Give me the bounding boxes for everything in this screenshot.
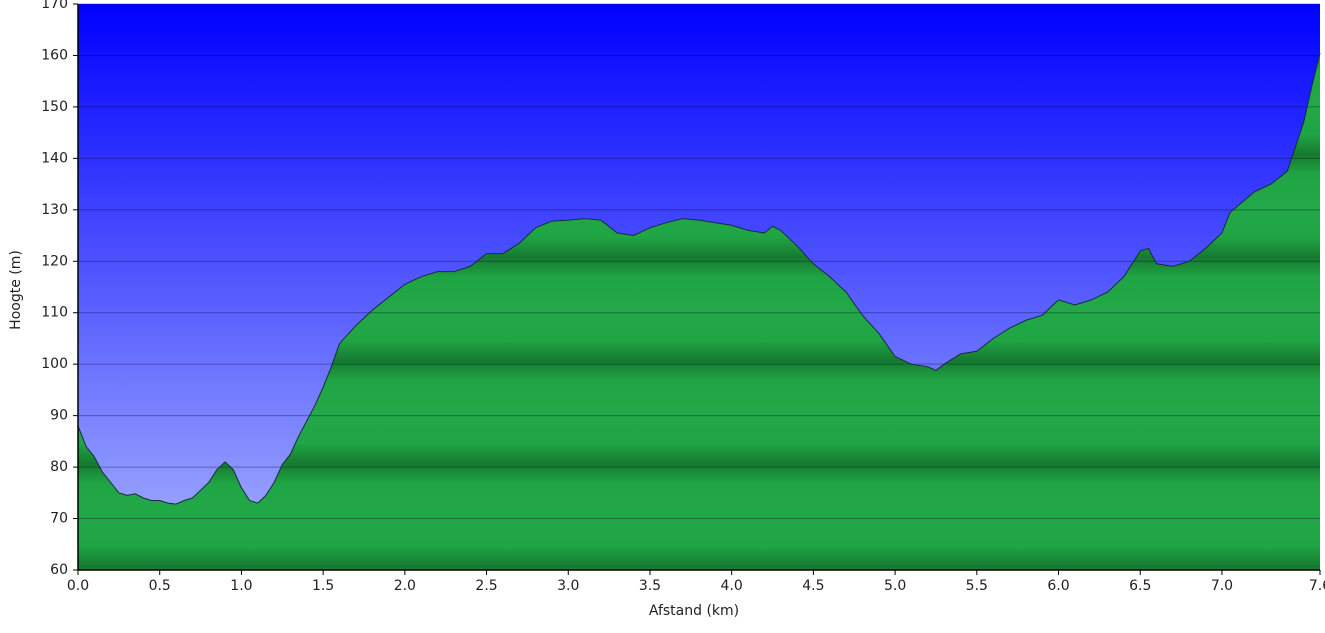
x-tick-label: 3.5	[639, 578, 661, 594]
x-axis-label: Afstand (km)	[649, 603, 739, 619]
x-tick-label: 0.5	[149, 578, 171, 594]
y-tick-label: 80	[50, 459, 68, 475]
x-tick-label: 5.0	[884, 578, 906, 594]
x-tick-label: 7.0	[1211, 578, 1233, 594]
x-tick-label: 4.0	[721, 578, 743, 594]
y-tick-label: 70	[50, 511, 68, 527]
y-tick-label: 160	[41, 47, 68, 63]
x-tick-label: 1.5	[312, 578, 334, 594]
x-tick-label: 2.5	[475, 578, 497, 594]
x-tick-label: 1.0	[230, 578, 252, 594]
area-fill	[78, 52, 1320, 570]
x-tick-label: 3.0	[557, 578, 579, 594]
y-tick-label: 120	[41, 253, 68, 269]
x-tick-label: 5.5	[966, 578, 988, 594]
x-tick-label: 2.0	[394, 578, 416, 594]
y-tick-label: 150	[41, 99, 68, 115]
elevation-line	[77, 52, 1321, 505]
y-tick-label: 140	[41, 150, 68, 166]
y-tick-label: 170	[41, 0, 68, 12]
x-tick-label: 4.5	[802, 578, 824, 594]
y-axis-label: Hoogte (m)	[8, 250, 24, 330]
x-tick-label: 6.0	[1047, 578, 1069, 594]
y-tick-label: 60	[50, 562, 68, 578]
x-tick-label: 7.6	[1309, 578, 1325, 594]
y-tick-label: 90	[50, 408, 68, 424]
x-tick-label: 0.0	[67, 578, 89, 594]
y-tick-label: 110	[41, 305, 68, 321]
y-tick-label: 130	[41, 202, 68, 218]
x-tick-label: 6.5	[1129, 578, 1151, 594]
y-tick-label: 100	[41, 356, 68, 372]
